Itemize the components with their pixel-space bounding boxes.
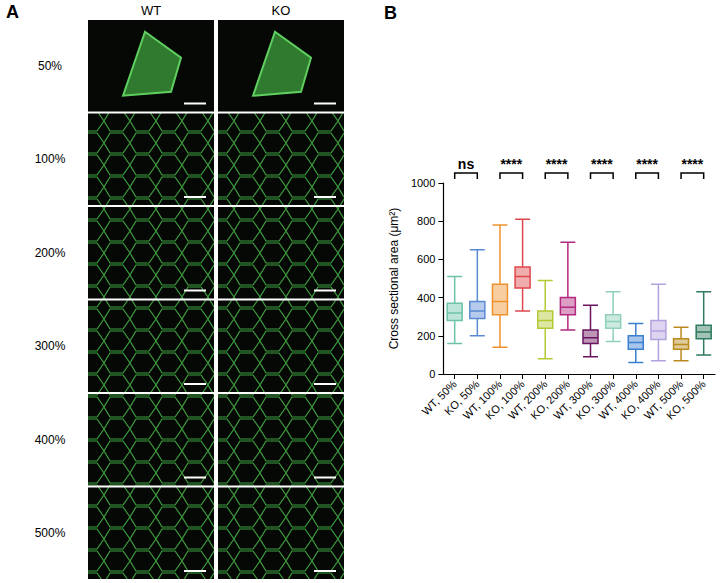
svg-text:****: **** bbox=[546, 156, 568, 172]
svg-text:WT, 50%: WT, 50% bbox=[419, 377, 459, 418]
svg-text:WT, 400%: WT, 400% bbox=[596, 377, 640, 422]
svg-text:Cross sectional area (μm²): Cross sectional area (μm²) bbox=[387, 208, 401, 350]
svg-text:WT, 300%: WT, 300% bbox=[550, 377, 595, 422]
svg-text:KO, 200%: KO, 200% bbox=[528, 377, 573, 422]
svg-text:****: **** bbox=[591, 156, 613, 172]
svg-text:0: 0 bbox=[429, 368, 435, 380]
svg-text:500%: 500% bbox=[35, 526, 66, 540]
svg-text:KO, 400%: KO, 400% bbox=[618, 377, 663, 422]
svg-text:****: **** bbox=[500, 156, 522, 172]
svg-text:ns: ns bbox=[458, 156, 475, 172]
svg-text:KO: KO bbox=[272, 3, 291, 18]
svg-text:600: 600 bbox=[417, 253, 435, 265]
svg-text:KO, 500%: KO, 500% bbox=[664, 378, 708, 422]
svg-text:1000: 1000 bbox=[411, 177, 435, 189]
svg-text:****: **** bbox=[681, 156, 703, 172]
svg-text:WT: WT bbox=[141, 3, 161, 18]
svg-text:WT, 100%: WT, 100% bbox=[460, 377, 505, 422]
svg-text:B: B bbox=[384, 3, 397, 23]
svg-text:200: 200 bbox=[417, 330, 435, 342]
svg-text:200%: 200% bbox=[35, 246, 66, 260]
svg-text:50%: 50% bbox=[38, 59, 62, 73]
svg-text:800: 800 bbox=[417, 215, 435, 227]
svg-text:KO, 50%: KO, 50% bbox=[442, 377, 482, 418]
svg-text:KO, 100%: KO, 100% bbox=[482, 377, 527, 422]
svg-text:100%: 100% bbox=[35, 152, 66, 166]
svg-text:400: 400 bbox=[417, 292, 435, 304]
svg-text:400%: 400% bbox=[35, 433, 66, 447]
svg-text:KO, 300%: KO, 300% bbox=[573, 377, 618, 422]
svg-text:****: **** bbox=[636, 156, 658, 172]
svg-text:WT, 500%: WT, 500% bbox=[641, 377, 686, 422]
svg-text:WT, 200%: WT, 200% bbox=[505, 377, 550, 422]
svg-text:A: A bbox=[6, 2, 19, 22]
svg-text:300%: 300% bbox=[35, 339, 66, 353]
